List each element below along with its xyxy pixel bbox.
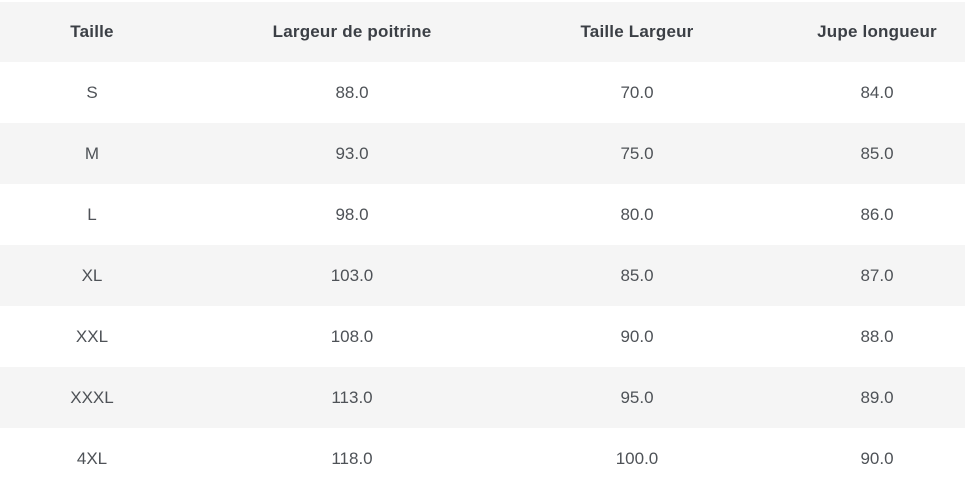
cell-largeur: 85.0 xyxy=(620,265,654,285)
cell-jupe: 84.0 xyxy=(860,82,894,102)
header-cell-taille: Taille xyxy=(70,22,114,41)
table-row: L 98.0 80.0 86.0 xyxy=(0,184,965,245)
table-row: 4XL 118.0 100.0 90.0 xyxy=(0,428,965,489)
cell-poitrine: 118.0 xyxy=(331,448,373,468)
cell-poitrine: 113.0 xyxy=(331,387,373,407)
header-row: Taille Largeur de poitrine Taille Largeu… xyxy=(0,2,965,62)
cell-jupe: 86.0 xyxy=(860,204,894,224)
cell-size: XXL xyxy=(75,326,109,346)
cell-jupe: 90.0 xyxy=(860,448,894,468)
cell-size: M xyxy=(84,143,100,163)
table-row: XXXL 113.0 95.0 89.0 xyxy=(0,367,965,428)
header-cell-largeur: Taille Largeur xyxy=(580,22,694,41)
cell-largeur: 75.0 xyxy=(620,143,654,163)
cell-poitrine: 103.0 xyxy=(330,265,374,285)
table-row: M 93.0 75.0 85.0 xyxy=(0,123,965,184)
cell-jupe: 87.0 xyxy=(860,265,894,285)
header-cell-poitrine: Largeur de poitrine xyxy=(272,22,432,41)
cell-size: L xyxy=(87,204,97,224)
cell-size: XL xyxy=(81,265,103,285)
cell-largeur: 70.0 xyxy=(620,82,654,102)
table-row: XXL 108.0 90.0 88.0 xyxy=(0,306,965,367)
table-row: S 88.0 70.0 84.0 xyxy=(0,62,965,123)
cell-jupe: 89.0 xyxy=(860,387,894,407)
cell-size: 4XL xyxy=(76,448,108,468)
cell-largeur: 90.0 xyxy=(620,326,654,346)
cell-poitrine: 88.0 xyxy=(335,82,369,102)
cell-largeur: 95.0 xyxy=(620,387,654,407)
cell-poitrine: 98.0 xyxy=(335,204,369,224)
header-cell-jupe: Jupe longueur xyxy=(817,22,937,41)
cell-size: S xyxy=(86,82,98,102)
cell-largeur: 100.0 xyxy=(615,448,659,468)
table-row: XL 103.0 85.0 87.0 xyxy=(0,245,965,306)
cell-largeur: 80.0 xyxy=(620,204,654,224)
cell-size: XXXL xyxy=(70,387,114,407)
cell-poitrine: 93.0 xyxy=(335,143,369,163)
cell-jupe: 85.0 xyxy=(860,143,894,163)
cell-poitrine: 108.0 xyxy=(330,326,374,346)
cell-jupe: 88.0 xyxy=(860,326,894,346)
